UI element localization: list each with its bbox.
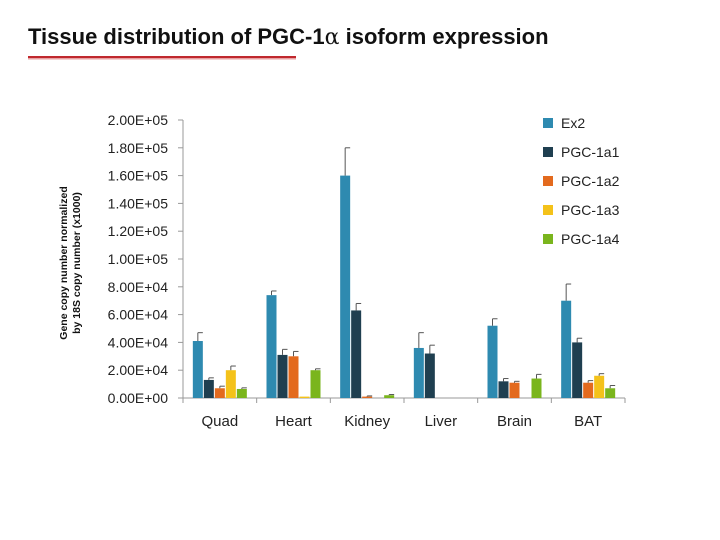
bar [340,175,351,398]
bar [277,354,288,398]
y-tick-label: 6.00E+04 [108,307,169,323]
bar [531,378,542,398]
bar [225,370,236,398]
y-tick-label: 2.00E+05 [108,112,169,128]
bar [351,310,362,398]
y-tick-label: 8.00E+04 [108,279,169,295]
legend-swatch [543,234,553,244]
legend-swatch [543,205,553,215]
legend-swatch [543,176,553,186]
y-tick-label: 1.00E+05 [108,251,169,267]
bar [310,370,321,398]
bar [594,375,605,398]
bar [509,382,520,398]
bar [384,395,395,398]
underline-shadow [28,58,296,60]
legend-label: PGC-1a2 [561,173,620,189]
x-tick-label: Liver [425,413,458,430]
x-tick-label: BAT [574,413,602,430]
bar [236,388,247,398]
title-underline [28,56,296,60]
bars [192,147,616,398]
title-main: Tissue distribution of PGC-1 [28,24,325,49]
axes: 0.00E+00 2.00E+04 4.00E+04 6.00E+04 8.00E+04… [108,112,626,430]
y-axis-title-line2: by 18S copy number (x1000) [71,192,83,334]
legend-label: PGC-1a3 [561,202,620,218]
bar [299,396,310,398]
y-axis-title: Gene copy number normalized by 18S copy … [58,186,83,339]
page-title: Tissue distribution of PGC-1α isoform ex… [28,24,549,50]
title-rest: isoform expression [339,24,549,49]
legend-swatch [543,118,553,128]
legend-label: PGC-1a4 [561,231,620,247]
bar [487,325,498,398]
bar [572,342,583,398]
bar [192,341,203,398]
legend-label: Ex2 [561,115,585,131]
bar [413,347,424,398]
bar [605,388,616,398]
y-tick-label: 4.00E+04 [108,334,169,350]
x-tick-label: Heart [275,413,313,430]
bar [214,388,225,398]
legend-swatch [543,147,553,157]
bar [266,295,277,398]
x-tick-label: Quad [201,413,238,430]
x-tick-label: Brain [497,413,532,430]
underline-bar [28,56,296,58]
y-tick-label: 2.00E+04 [108,362,169,378]
bar [498,381,509,398]
bar [362,396,373,398]
y-tick-label: 1.20E+05 [108,223,169,239]
bar [288,356,299,398]
title-alpha: α [324,25,340,50]
y-tick-label: 1.80E+05 [108,140,169,156]
bar [424,353,435,398]
y-tick-label: 1.60E+05 [108,168,169,184]
bar [583,382,594,398]
y-tick-label: 1.40E+05 [108,195,169,211]
y-tick-label: 0.00E+00 [108,390,169,406]
legend: Ex2 PGC-1a1 PGC-1a2 PGC-1a3 PGC-1a4 [543,115,620,247]
bar [561,300,572,398]
legend-label: PGC-1a1 [561,144,620,160]
x-tick-label: Kidney [344,413,390,430]
bar [203,379,214,398]
y-axis-title-line1: Gene copy number normalized [58,186,70,339]
